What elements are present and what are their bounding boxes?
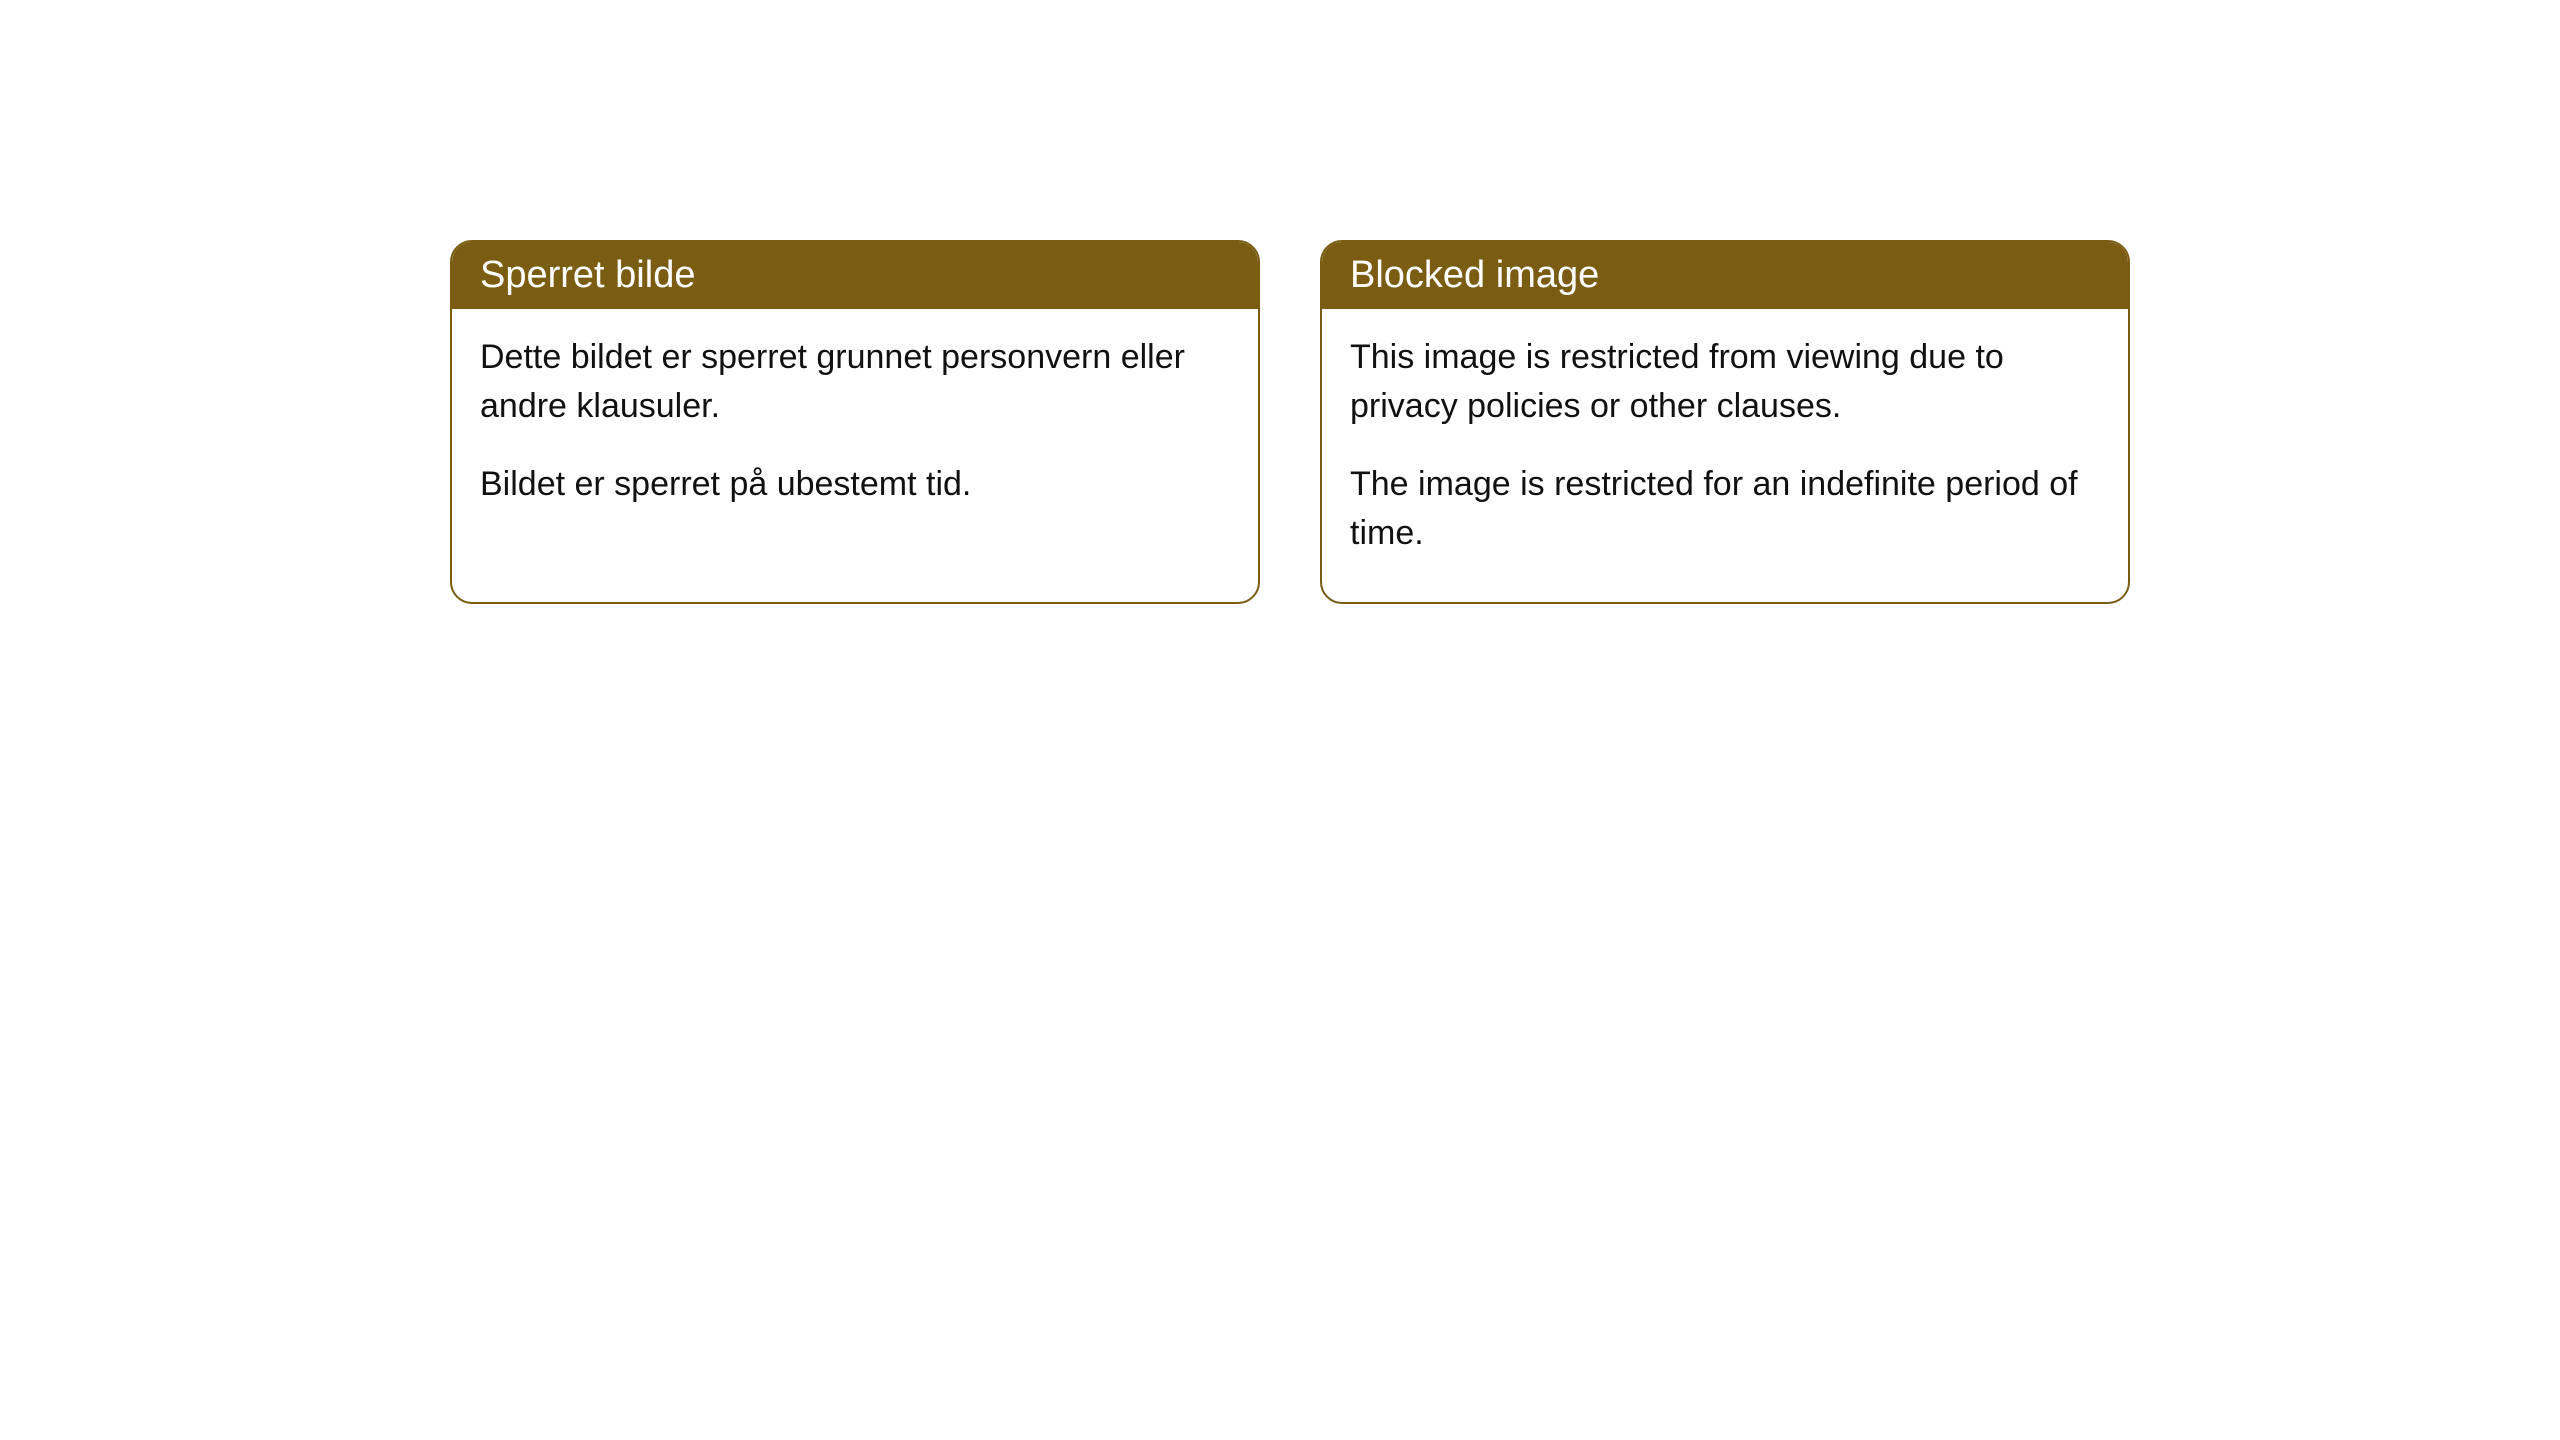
notice-header: Sperret bilde xyxy=(452,242,1258,309)
notice-container: Sperret bilde Dette bildet er sperret gr… xyxy=(0,0,2560,604)
notice-paragraph: Bildet er sperret på ubestemt tid. xyxy=(480,460,1230,509)
notice-body: Dette bildet er sperret grunnet personve… xyxy=(452,309,1258,553)
notice-paragraph: Dette bildet er sperret grunnet personve… xyxy=(480,333,1230,432)
notice-paragraph: This image is restricted from viewing du… xyxy=(1350,333,2100,432)
notice-title: Blocked image xyxy=(1350,254,1599,296)
notice-card-norwegian: Sperret bilde Dette bildet er sperret gr… xyxy=(450,240,1260,604)
notice-title: Sperret bilde xyxy=(480,254,695,296)
notice-paragraph: The image is restricted for an indefinit… xyxy=(1350,460,2100,559)
notice-header: Blocked image xyxy=(1322,242,2128,309)
notice-body: This image is restricted from viewing du… xyxy=(1322,309,2128,602)
notice-card-english: Blocked image This image is restricted f… xyxy=(1320,240,2130,604)
